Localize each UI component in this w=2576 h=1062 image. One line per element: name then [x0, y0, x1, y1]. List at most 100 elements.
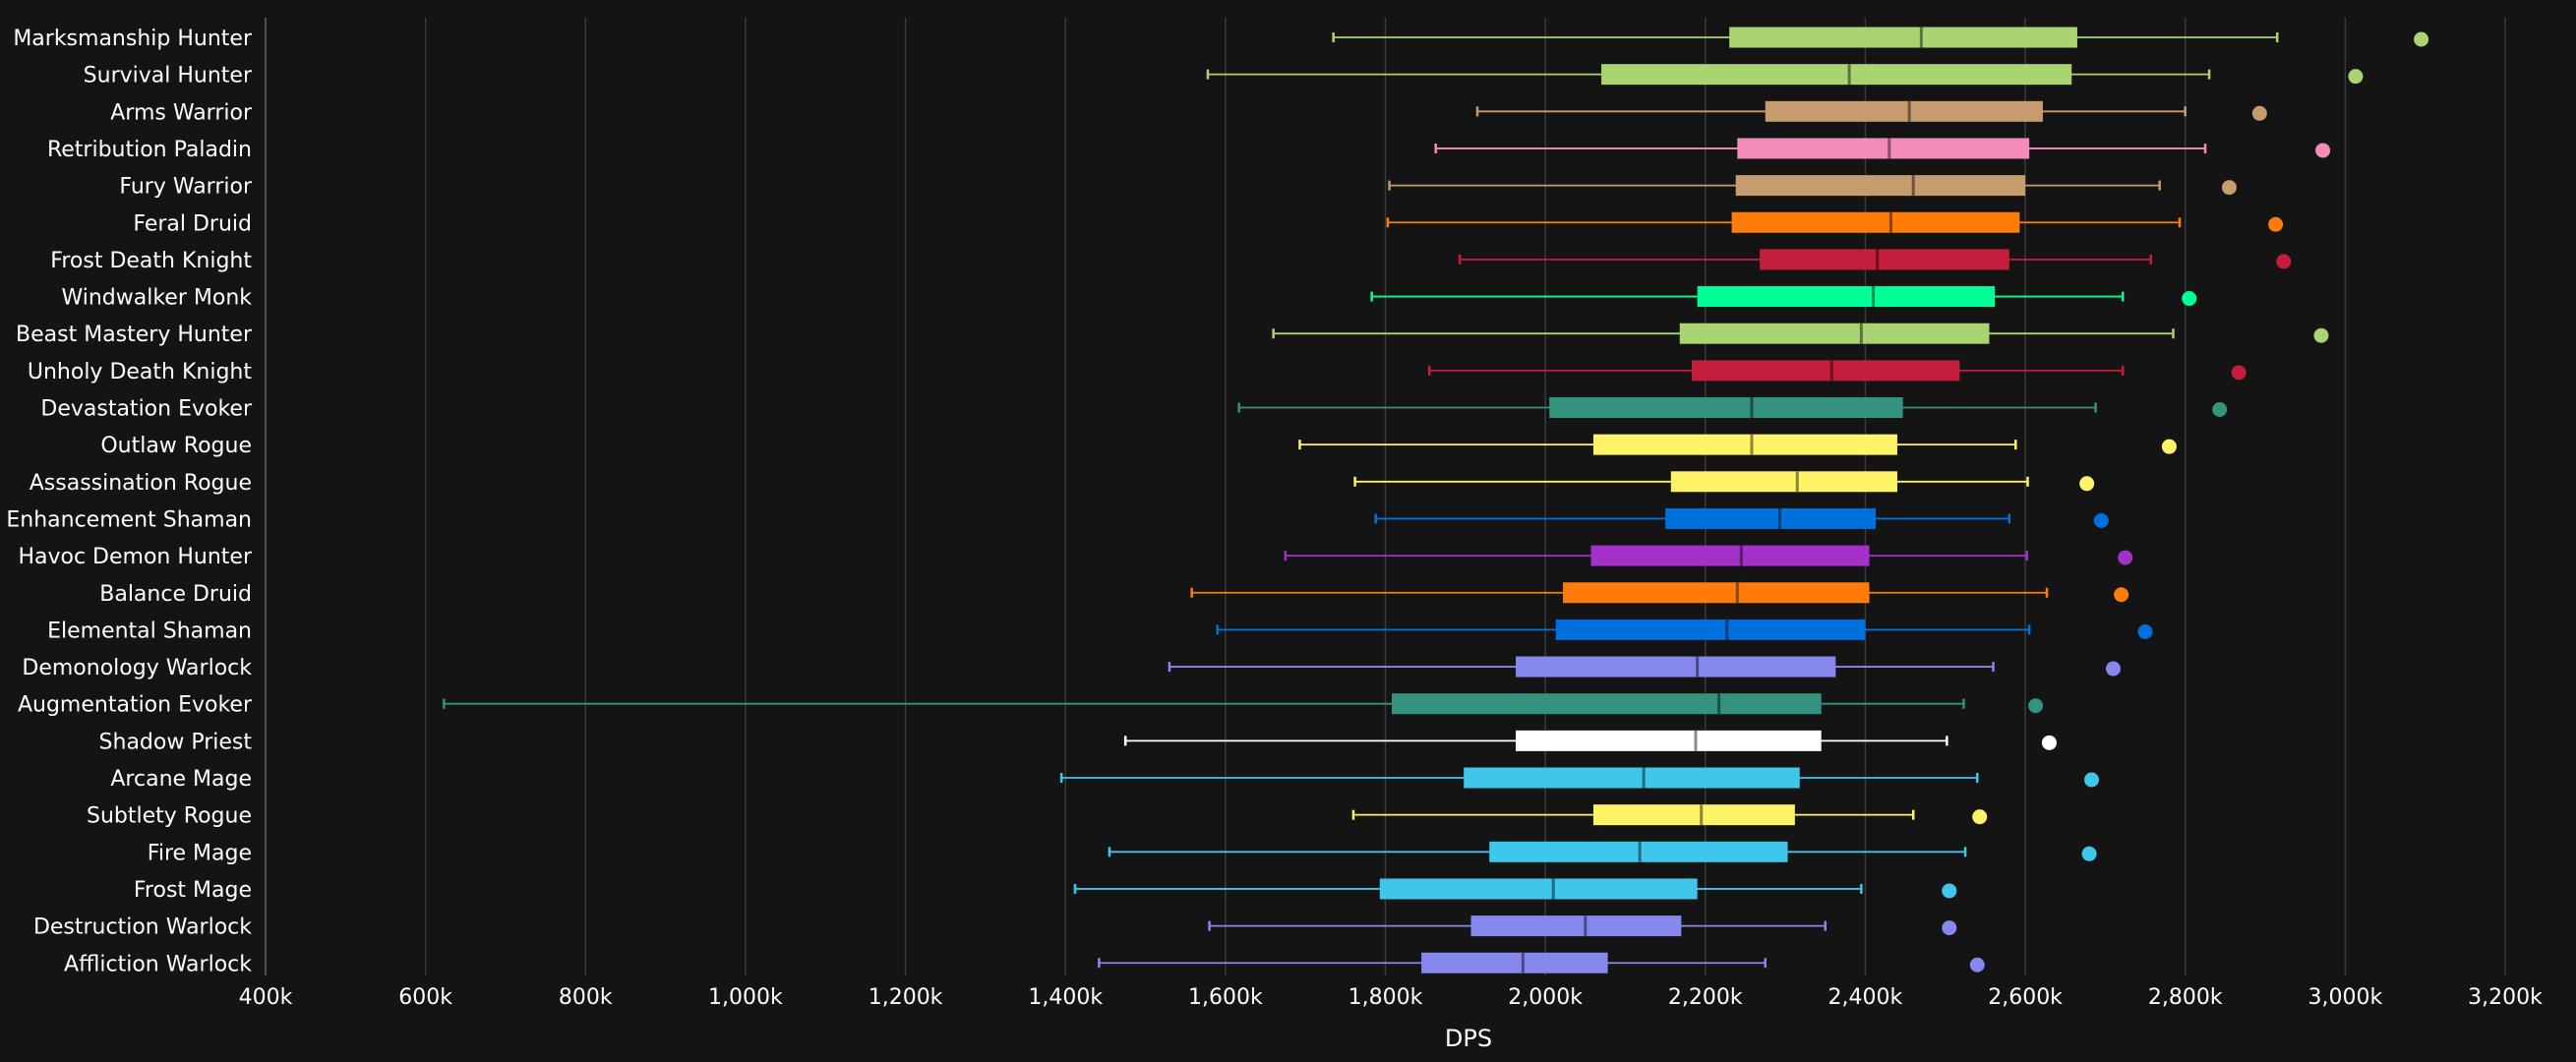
x-tick-label: 1,000k — [708, 985, 783, 1010]
x-tick-label: 600k — [398, 985, 452, 1010]
box-group — [1123, 730, 2057, 751]
spec-label: Fire Mage — [148, 841, 252, 865]
iqr-box — [1392, 693, 1822, 715]
spec-label: Balance Druid — [99, 582, 252, 607]
outlier-point — [1972, 809, 1988, 825]
iqr-box — [1549, 397, 1903, 418]
box-group — [1427, 360, 2247, 382]
x-tick-label: 2,600k — [1988, 985, 2063, 1010]
outlier-point — [2348, 69, 2364, 85]
spec-label: Enhancement Shaman — [6, 507, 252, 532]
outlier-point — [2084, 772, 2100, 788]
iqr-box — [1731, 211, 2020, 233]
x-axis-title: DPS — [1445, 1025, 1492, 1052]
iqr-box — [1592, 804, 1795, 826]
iqr-box — [1379, 878, 1698, 900]
outlier-point — [2221, 180, 2237, 196]
iqr-box — [1555, 619, 1866, 640]
iqr-box — [1563, 582, 1870, 604]
spec-label: Beast Mastery Hunter — [16, 323, 253, 347]
iqr-box — [1679, 323, 1990, 344]
spec-label: Frost Death Knight — [50, 249, 252, 273]
box-group — [1206, 64, 2364, 86]
box-group — [1298, 434, 2177, 455]
spec-label: Arcane Mage — [110, 767, 252, 792]
spec-label: Frost Mage — [134, 878, 252, 903]
iqr-box — [1516, 730, 1822, 751]
iqr-box — [1670, 471, 1897, 493]
spec-label: Demonology Warlock — [22, 656, 252, 680]
box-group — [1386, 211, 2284, 233]
x-tick-label: 800k — [559, 985, 613, 1010]
iqr-box — [1470, 915, 1682, 937]
spec-label: Retribution Paladin — [47, 138, 252, 162]
spec-label: Havoc Demon Hunter — [18, 545, 252, 569]
outlier-point — [2081, 846, 2097, 861]
iqr-box — [1516, 656, 1836, 678]
box-group — [1370, 286, 2197, 308]
box-group — [1059, 767, 2100, 789]
iqr-box — [1592, 434, 1897, 455]
spec-labels: Marksmanship Hunter Survival Hunter Arms W… — [6, 27, 253, 976]
box-group — [1332, 27, 2429, 48]
outlier-point — [2114, 587, 2129, 603]
box-group — [1388, 175, 2237, 197]
spec-label: Arms Warrior — [110, 100, 253, 125]
outlier-point — [2414, 31, 2429, 47]
x-tick-label: 3,200k — [2468, 985, 2543, 1010]
iqr-box — [1765, 100, 2043, 122]
x-tick-label: 3,000k — [2307, 985, 2382, 1010]
outlier-point — [1942, 920, 1957, 936]
spec-label: Outlaw Rogue — [100, 434, 252, 458]
spec-label: Subtlety Rogue — [87, 804, 252, 829]
x-axis-ticks: 400k 600k 800k 1,000k 1,200k 1,400k 1,600k 1,80… — [239, 985, 2543, 1010]
spec-label: Feral Druid — [133, 211, 252, 236]
spec-label: Augmentation Evoker — [18, 693, 253, 718]
iqr-box — [1697, 286, 1996, 308]
box-group — [1108, 841, 2097, 862]
box-group — [1208, 915, 1957, 937]
outlier-point — [2079, 476, 2095, 492]
box-group — [1374, 507, 2109, 529]
iqr-box — [1760, 249, 2009, 270]
x-tick-label: 2,400k — [1828, 985, 1903, 1010]
outlier-point — [2041, 735, 2057, 750]
iqr-box — [1737, 138, 2030, 159]
box-group — [1216, 619, 2153, 640]
box-group — [1073, 878, 1957, 900]
spec-label: Fury Warrior — [119, 175, 253, 200]
outlier-point — [2093, 512, 2109, 528]
spec-label: Assassination Rogue — [30, 471, 252, 496]
box-group — [1237, 397, 2228, 418]
box-group — [1353, 471, 2095, 493]
x-tick-label: 2,800k — [2148, 985, 2223, 1010]
outlier-point — [2276, 254, 2292, 269]
outlier-point — [1969, 957, 1985, 973]
iqr-box — [1464, 767, 1800, 789]
x-tick-label: 1,400k — [1028, 985, 1103, 1010]
box-group — [1434, 138, 2331, 159]
x-tick-label: 400k — [239, 985, 293, 1010]
iqr-box — [1590, 545, 1870, 566]
x-tick-label: 2,000k — [1508, 985, 1583, 1010]
box-group — [1190, 582, 2129, 604]
box-group — [1458, 249, 2292, 270]
box-group — [1168, 656, 2122, 678]
x-tick-label: 1,200k — [869, 985, 943, 1010]
x-tick-label: 1,800k — [1348, 985, 1423, 1010]
box-plots — [443, 27, 2429, 974]
spec-label: Unholy Death Knight — [28, 360, 252, 384]
outlier-point — [1942, 883, 1957, 899]
spec-label: Devastation Evoker — [40, 397, 253, 422]
iqr-box — [1691, 360, 1960, 382]
outlier-point — [2313, 327, 2329, 343]
spec-label: Shadow Priest — [99, 730, 253, 754]
box-group — [443, 693, 2044, 715]
outlier-point — [2106, 661, 2122, 677]
outlier-point — [2231, 365, 2247, 381]
box-group — [1272, 323, 2329, 344]
spec-label: Marksmanship Hunter — [13, 27, 253, 51]
x-tick-label: 1,600k — [1188, 985, 1263, 1010]
